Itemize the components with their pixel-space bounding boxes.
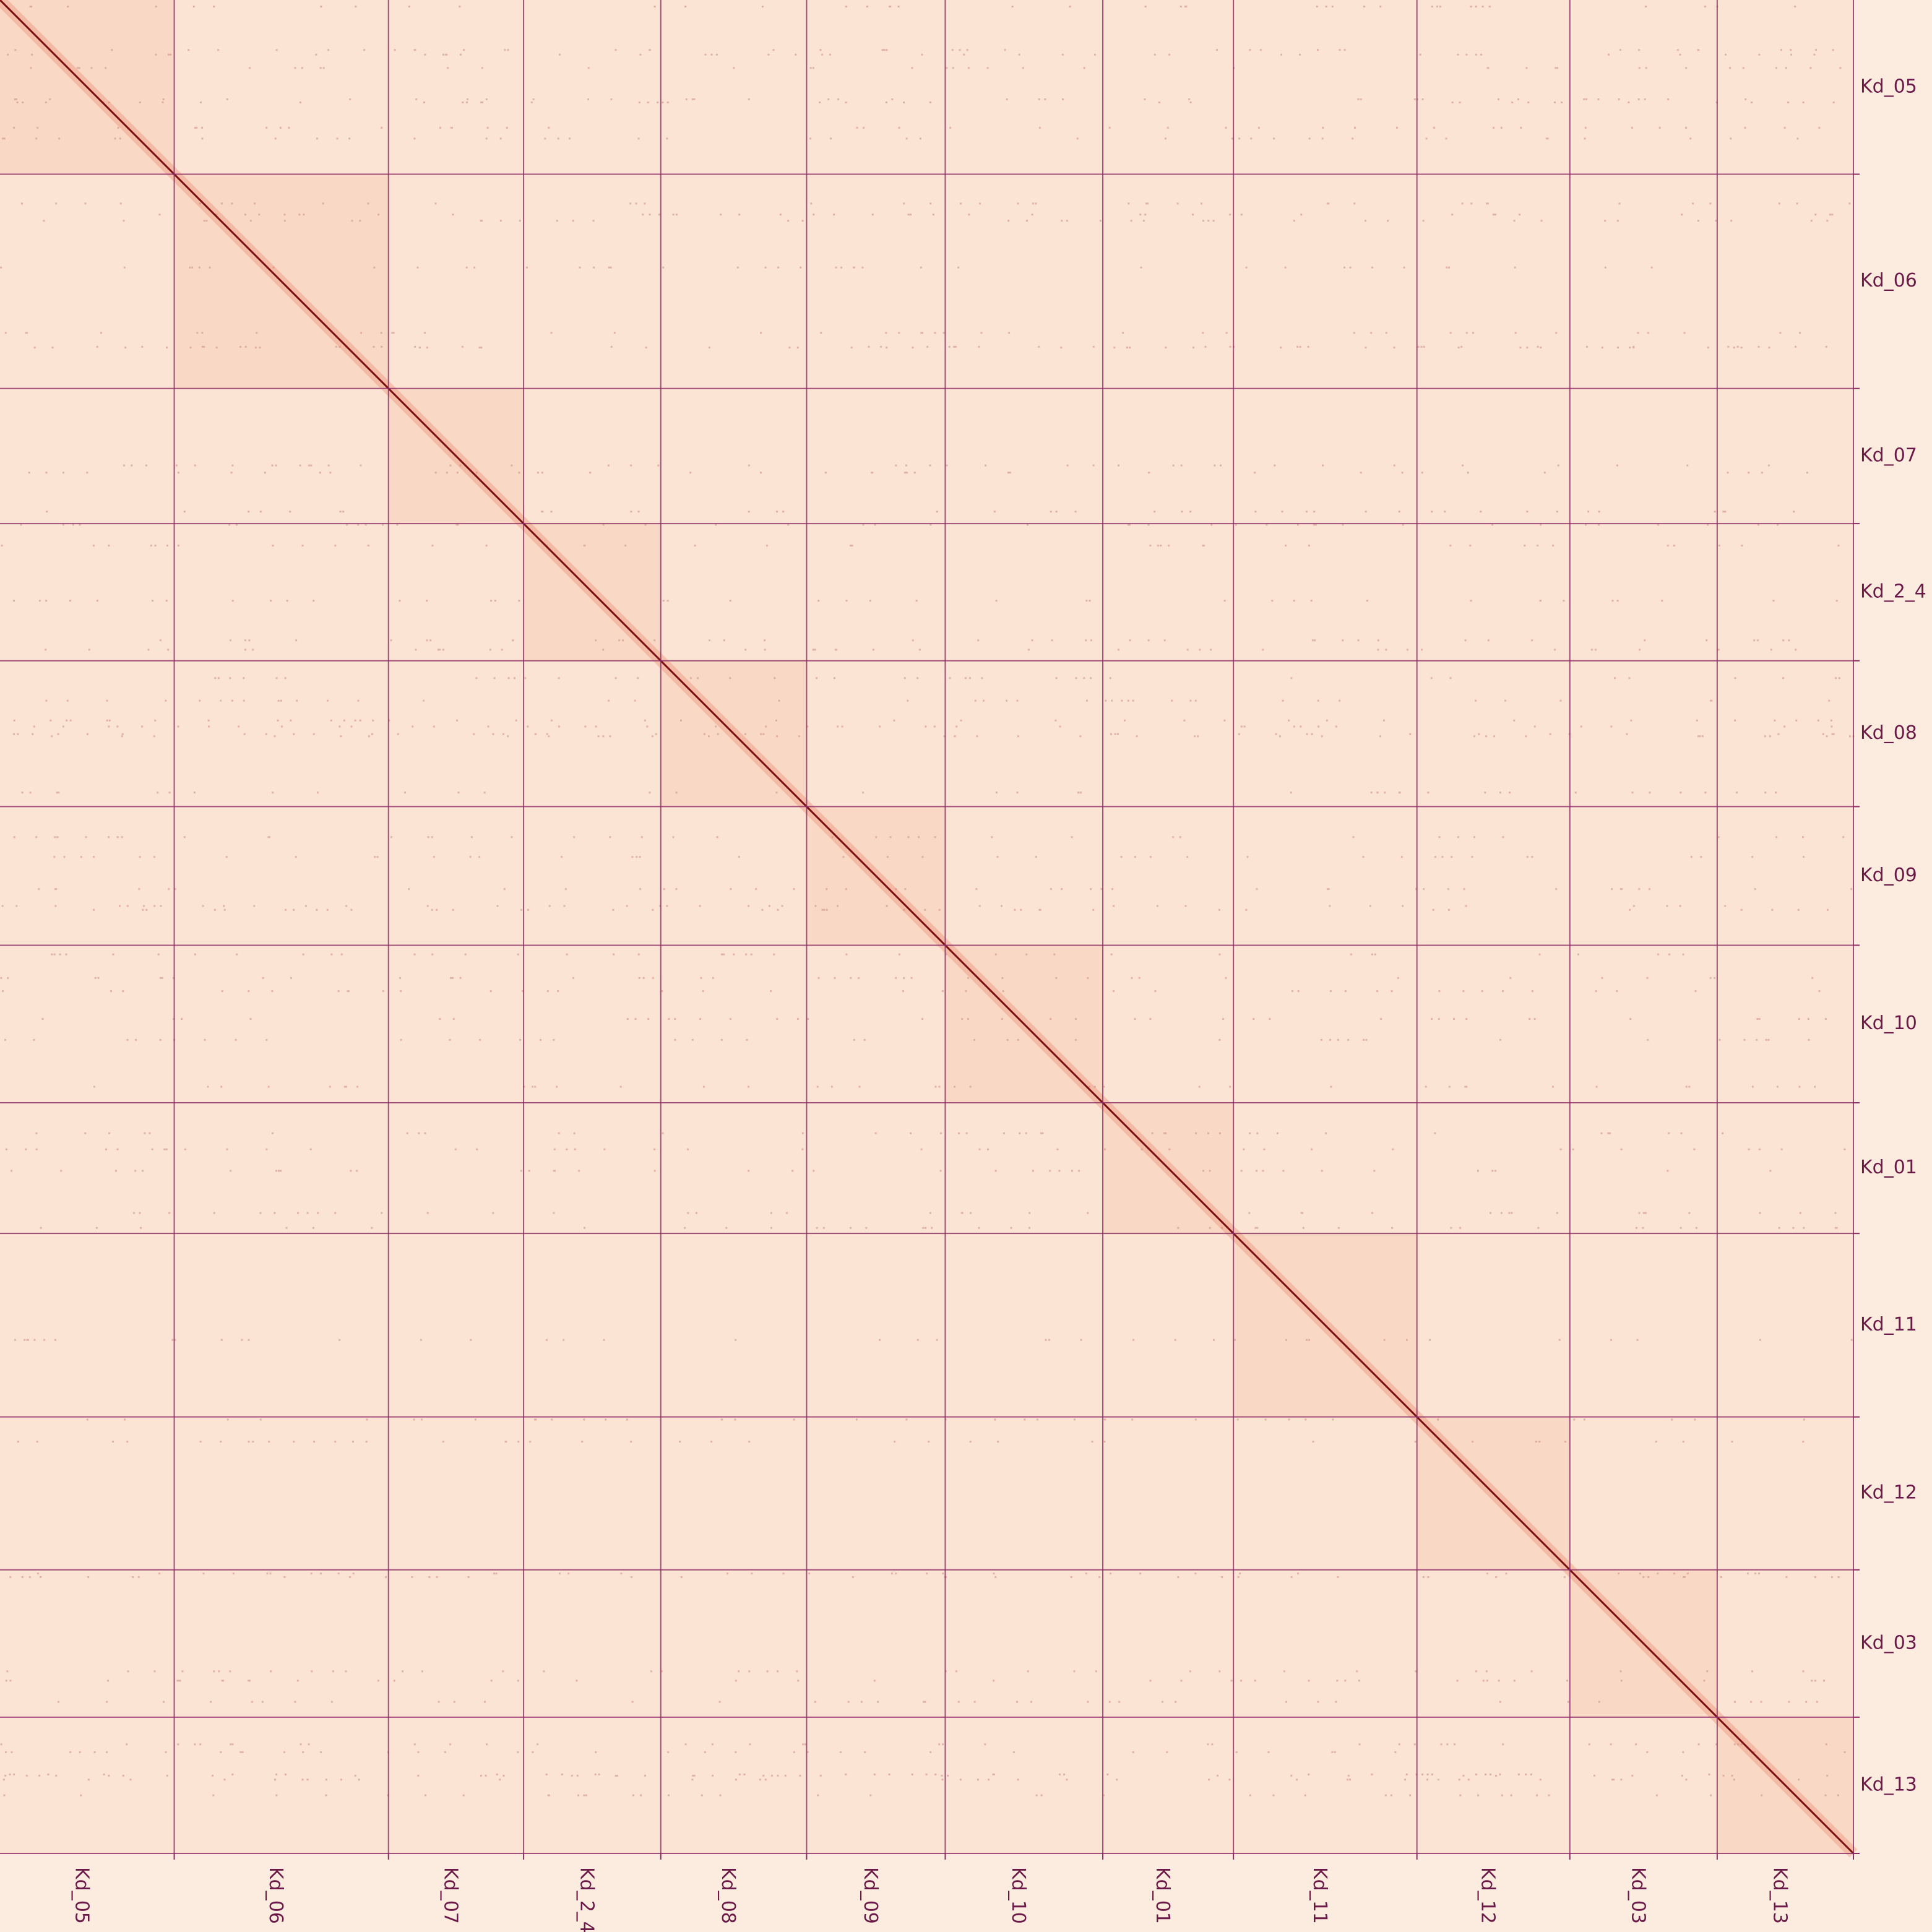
x-label-Kd_12: Kd_12 — [1477, 1867, 1499, 1924]
y-label-Kd_11: Kd_11 — [1860, 1314, 1917, 1335]
x-label-Kd_11: Kd_11 — [1309, 1867, 1330, 1924]
x-label-Kd_03: Kd_03 — [1627, 1867, 1649, 1924]
y-label-Kd_09: Kd_09 — [1860, 865, 1917, 886]
x-label-Kd_01: Kd_01 — [1152, 1867, 1173, 1924]
x-label-Kd_06: Kd_06 — [265, 1867, 287, 1924]
diagonal-signal — [0, 0, 1858, 1858]
x-label-Kd_09: Kd_09 — [860, 1867, 881, 1924]
x-label-Kd_13: Kd_13 — [1769, 1867, 1790, 1924]
y-tick-labels: Kd_05 Kd_06 Kd_07 Kd_2_4 Kd_08 Kd_09 Kd_10 Kd_0… — [1860, 75, 1926, 1795]
y-label-Kd_01: Kd_01 — [1860, 1157, 1917, 1178]
x-label-Kd_08: Kd_08 — [717, 1867, 739, 1924]
scaffold-boundaries — [0, 0, 1860, 1860]
y-label-Kd_05: Kd_05 — [1860, 75, 1917, 97]
y-label-Kd_2_4: Kd_2_4 — [1860, 580, 1926, 602]
y-label-Kd_03: Kd_03 — [1860, 1632, 1917, 1654]
x-tick-labels: Kd_05 Kd_06 Kd_07 Kd_2_4 Kd_08 Kd_09 Kd_10 Kd_0… — [71, 1867, 1790, 1932]
x-label-Kd_10: Kd_10 — [1007, 1867, 1029, 1924]
y-label-Kd_07: Kd_07 — [1860, 444, 1917, 466]
diagonal-line — [0, 0, 1855, 1855]
x-label-Kd_05: Kd_05 — [71, 1867, 92, 1924]
y-label-Kd_12: Kd_12 — [1860, 1482, 1917, 1504]
y-label-Kd_08: Kd_08 — [1860, 722, 1917, 744]
y-label-Kd_13: Kd_13 — [1860, 1774, 1917, 1795]
y-label-Kd_06: Kd_06 — [1860, 270, 1917, 291]
x-label-Kd_07: Kd_07 — [439, 1867, 461, 1924]
y-label-Kd_10: Kd_10 — [1860, 1012, 1917, 1034]
x-label-Kd_2_4: Kd_2_4 — [576, 1867, 597, 1932]
